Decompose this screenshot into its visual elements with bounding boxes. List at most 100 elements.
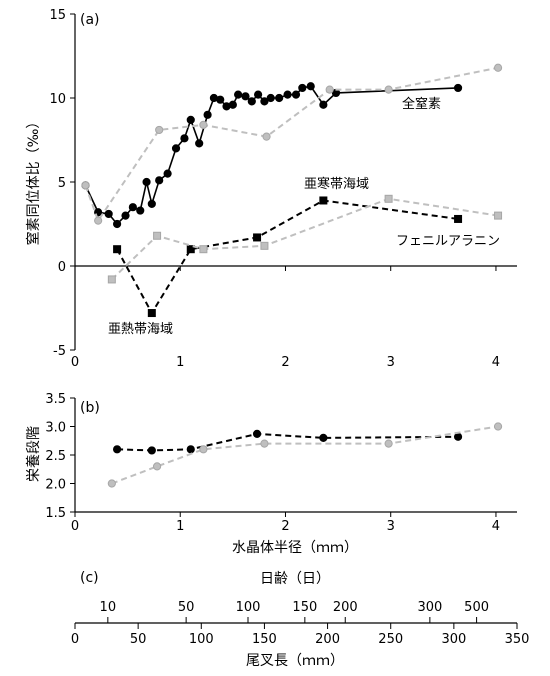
panel-b-xtick-label: 0 [71, 519, 79, 534]
panel-a-point [306, 82, 315, 91]
panel-a-point [453, 83, 463, 93]
panel-c-bottom-tick-label: 250 [378, 632, 403, 647]
panel-a-series [81, 63, 503, 318]
panel-b-ylabel: 栄養段階 [25, 426, 42, 482]
panel-c-top-tick-label: 300 [417, 600, 442, 615]
panel-c-top-tick-label: 500 [464, 600, 489, 615]
panel-c: (c) 日齢（日） 0 50 100 150 200 250 300 350 10 50 100 15… [71, 570, 530, 669]
panel-b-xtick-label: 2 [281, 519, 289, 534]
panel-a-point [113, 245, 122, 254]
panel-a-point [283, 90, 292, 99]
panel-b-xtick-label: 3 [387, 519, 395, 534]
panel-b-point [152, 462, 162, 471]
panel-a: (a) 窒素同位体比（‰） -5 0 5 10 15 0 1 2 3 4 全窒素 フェニルアラニン… [25, 8, 517, 370]
panel-a-point [128, 203, 137, 212]
panel-a-point [494, 211, 503, 220]
panel-b-xtick-label: 1 [176, 519, 184, 534]
panel-c-label: (c) [80, 570, 99, 586]
panel-a-point [147, 309, 156, 318]
panel-a-point [241, 92, 250, 101]
panel-b-point [252, 429, 262, 439]
panel-a-point [136, 206, 145, 215]
panel-a-point [319, 100, 328, 109]
panel-a-point [186, 245, 195, 254]
panel-a-point [228, 100, 237, 109]
panel-b-series-line-0 [117, 432, 459, 452]
panel-b-ytick-label: 3.5 [45, 392, 66, 407]
panel-a-point [203, 110, 212, 119]
panel-a-point [195, 139, 204, 148]
panel-a-point [94, 216, 103, 225]
panel-c-bottom-tick-label: 50 [130, 632, 147, 647]
panel-a-point [104, 209, 113, 219]
panel-a-xtick-label: 3 [387, 355, 395, 370]
panel-a-series-line-2 [116, 199, 459, 316]
panel-a-xtick-label: 0 [71, 355, 79, 370]
panel-b-point [147, 446, 156, 455]
panel-c-bottom-tick-label: 300 [441, 632, 466, 647]
panel-a-point [81, 181, 90, 190]
panel-a-ytick-label: -5 [53, 344, 66, 359]
panel-c-bottom-tick-label: 150 [252, 632, 277, 647]
label-total-nitrogen: 全窒素 [402, 96, 441, 112]
label-phenylalanine: フェニルアラニン [396, 234, 500, 249]
panel-c-top-tick-label: 50 [178, 600, 195, 615]
panel-a-point [180, 134, 189, 143]
panel-a-point [234, 90, 243, 99]
panel-a-xtick-label: 2 [281, 355, 289, 370]
panel-a-series-line-1 [84, 66, 499, 223]
panel-b-point [260, 439, 269, 448]
panel-c-bottom-tick-label: 200 [315, 632, 340, 647]
panel-a-xtick-label: 4 [492, 355, 500, 370]
panel-a-ytick-label: 10 [49, 92, 66, 107]
panel-a-point [260, 97, 269, 106]
panel-a-point [253, 233, 262, 242]
panel-c-bottom-tick-label: 100 [189, 632, 214, 647]
panel-a-point [155, 176, 164, 185]
panel-a-axes: -5 0 5 10 15 0 1 2 3 4 [49, 8, 517, 370]
panel-a-ytick-label: 0 [58, 260, 66, 275]
panel-a-point [153, 231, 162, 240]
panel-b-series [107, 422, 503, 488]
panel-a-point [493, 63, 503, 72]
panel-a-point [454, 214, 463, 223]
panel-a-point [121, 211, 130, 220]
panel-a-point [266, 93, 275, 103]
panel-c-axes: 0 50 100 150 200 250 300 350 10 50 100 150 200 300 500 [71, 600, 530, 647]
panel-b-point [453, 432, 463, 441]
panel-a-series-line-3 [111, 197, 499, 281]
panel-a-point [199, 120, 208, 129]
panel-b-ytick-label: 3.0 [45, 421, 66, 436]
panel-a-point [163, 169, 172, 178]
panel-a-point [275, 93, 284, 103]
panel-b-ytick-label: 1.5 [45, 506, 66, 521]
panel-a-point [199, 245, 208, 254]
panel-c-top-tick-label: 200 [333, 600, 358, 615]
panel-a-point [216, 95, 225, 104]
panel-c-bottom-tick-label: 350 [505, 632, 530, 647]
panel-b-series-line-1 [111, 425, 499, 485]
panel-b-axes: 1.5 2.0 2.5 3.0 3.5 0 1 2 3 4 [45, 392, 517, 534]
panel-b-point [319, 433, 328, 442]
panel-a-point [325, 85, 334, 94]
panel-b-label: (b) [80, 400, 100, 416]
label-subarctic: 亜寒帯海域 [304, 176, 369, 192]
panel-b-ytick-label: 2.0 [45, 478, 66, 493]
panel-a-point [298, 83, 307, 93]
panel-b-point [186, 445, 195, 454]
panel-b-point [199, 445, 208, 454]
panel-a-point [384, 194, 393, 203]
panel-c-bottom-label: 尾叉長（ｍｍ） [246, 653, 344, 669]
panel-a-point [142, 177, 151, 187]
panel-c-top-tick-label: 100 [236, 600, 261, 615]
panel-a-xtick-label: 1 [176, 355, 184, 370]
panel-a-point [260, 241, 269, 250]
panel-a-point [155, 125, 164, 135]
panel-b-ytick-label: 2.5 [45, 449, 66, 464]
panel-b-point [384, 439, 393, 448]
panel-b-point [493, 422, 503, 431]
panel-a-point [291, 90, 301, 99]
panel-a-ylabel: 窒素同位体比（‰） [25, 115, 42, 246]
label-subtropical: 亜熱帯海域 [108, 322, 173, 337]
